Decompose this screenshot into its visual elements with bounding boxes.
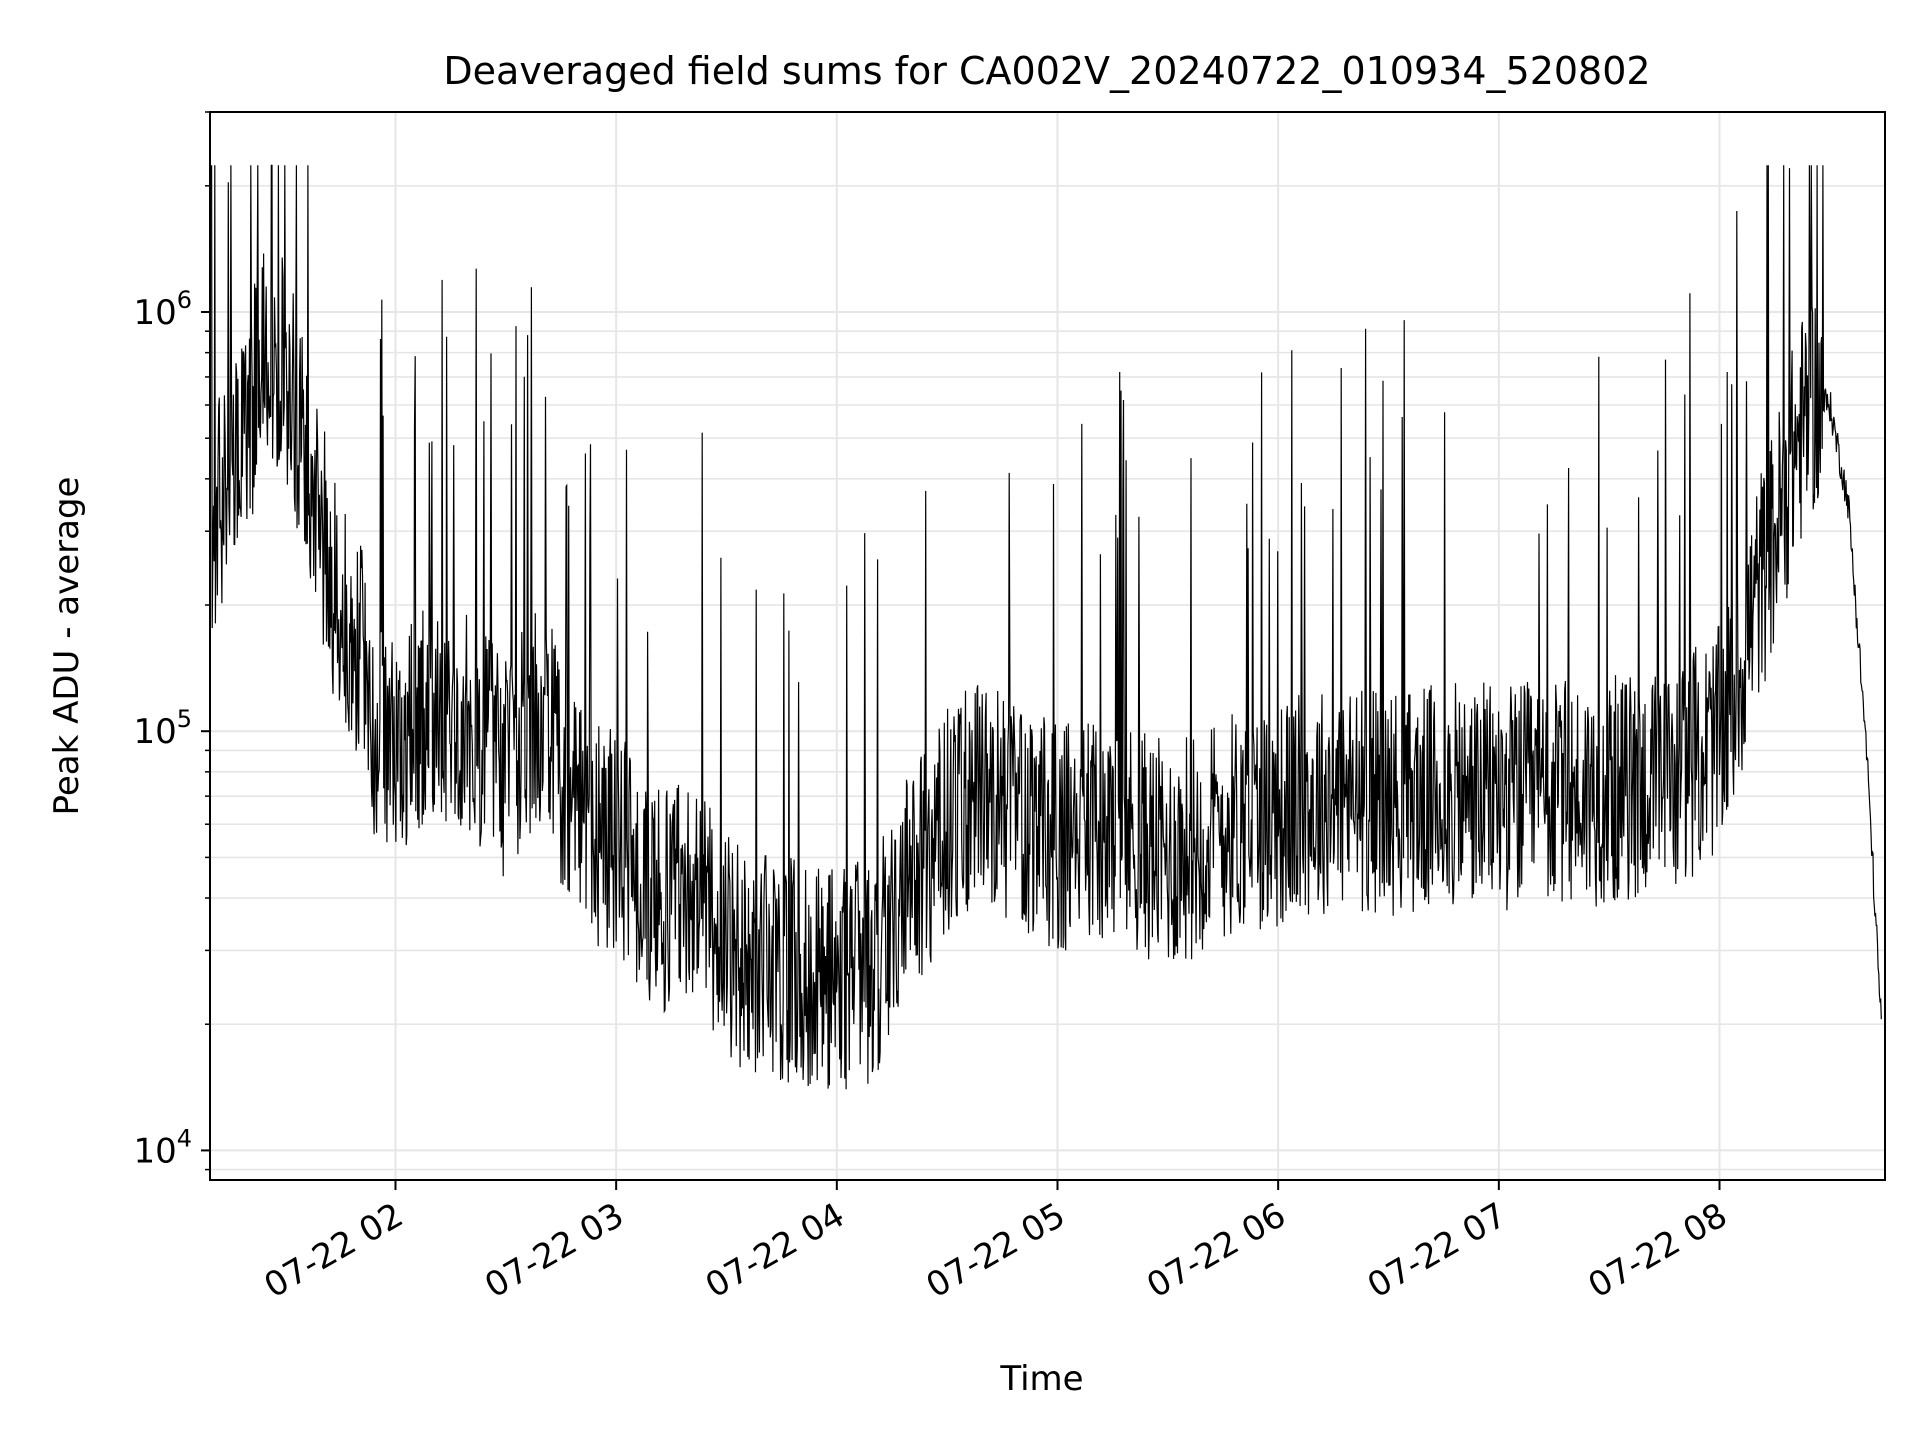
- y-tick-label: 104: [133, 1124, 192, 1171]
- chart-title: Deaveraged field sums for CA002V_2024072…: [443, 49, 1650, 93]
- y-tick-label: 105: [133, 705, 192, 752]
- y-axis-label: Peak ADU - average: [47, 477, 87, 816]
- plot-area: [211, 164, 1882, 1090]
- axes-frame: [209, 111, 1886, 1181]
- x-axis-label: Time: [999, 1359, 1083, 1399]
- series-line: [211, 164, 1882, 1090]
- y-tick-label: 106: [133, 286, 192, 333]
